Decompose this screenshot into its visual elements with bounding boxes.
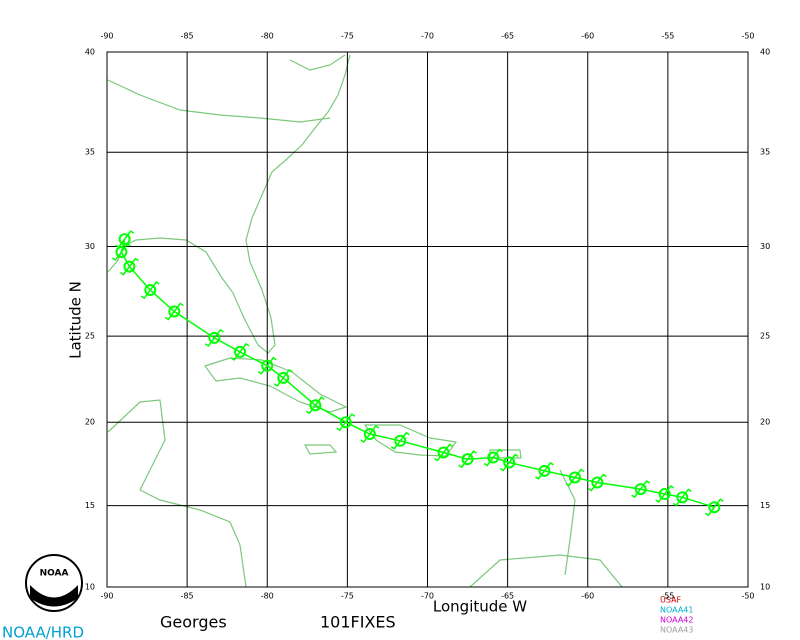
y-tick-label: 25 [760, 332, 770, 341]
wind-barb [631, 480, 651, 499]
fix-marker [461, 453, 474, 466]
y-tick-label: 30 [760, 242, 770, 251]
fix-marker [277, 371, 290, 384]
x-axis-label: Longitude W [433, 598, 527, 616]
fix-marker [634, 483, 647, 496]
wind-barb [483, 448, 503, 467]
y-tick-label: 10 [85, 583, 95, 592]
y-tick-label: 10 [760, 583, 770, 592]
fix-marker [144, 284, 157, 297]
x-tick-label: -50 [741, 32, 754, 41]
track [112, 230, 724, 517]
wind-barb [230, 342, 250, 361]
fix-marker [437, 446, 450, 459]
plot-frame [106, 51, 749, 588]
wind-barb [115, 230, 135, 249]
fix-marker [363, 428, 376, 441]
wind-barb [434, 443, 453, 462]
legend-entry: NOAA42 [660, 616, 694, 625]
fix-count: 101FIXES [320, 613, 396, 632]
x-tick-label: -50 [741, 592, 754, 601]
y-tick-label: 20 [85, 418, 95, 427]
fix-marker [115, 246, 128, 259]
x-tick-label: -85 [181, 592, 194, 601]
x-tick-label: -70 [421, 592, 434, 601]
wind-barb [336, 413, 356, 432]
legend-entry: USAF [660, 596, 682, 605]
agency: NOAA/HRD [2, 624, 84, 640]
fix-marker [394, 434, 407, 447]
fix-marker [708, 501, 721, 514]
x-tick-label: -65 [501, 592, 514, 601]
fix-marker [168, 305, 181, 318]
wind-barb [273, 368, 293, 387]
wind-barb [164, 302, 184, 321]
legend-entry: NOAA41 [660, 606, 694, 615]
fix-marker [591, 476, 604, 489]
wind-barb [565, 468, 585, 487]
fix-marker [123, 260, 136, 273]
y-tick-label: 25 [85, 332, 95, 341]
y-tick-label: 35 [760, 148, 770, 157]
y-tick-label: 35 [85, 148, 95, 157]
fix-marker [118, 233, 131, 246]
fix-marker [487, 451, 500, 464]
logo-text: NOAA [40, 569, 69, 579]
fix-marker [538, 464, 551, 477]
wind-barb [458, 450, 477, 469]
fix-marker [658, 488, 671, 501]
x-tick-label: -85 [181, 32, 194, 41]
noaa-logo: NOAA [25, 554, 83, 612]
y-tick-label: 20 [760, 418, 770, 427]
x-tick-label: -90 [100, 592, 113, 601]
fix-marker [208, 331, 221, 344]
wind-barb [120, 257, 139, 276]
x-tick-label: -60 [581, 32, 594, 41]
wind-barb [655, 485, 675, 504]
wind-barb [704, 498, 724, 517]
x-tick-label: -55 [661, 32, 674, 41]
x-tick-label: -80 [261, 592, 274, 601]
fix-marker [676, 491, 689, 504]
wind-barb [390, 431, 410, 450]
x-tick-label: -55 [661, 592, 674, 601]
wind-barb [587, 473, 607, 492]
fix-marker [568, 471, 581, 484]
wind-barb [499, 453, 519, 472]
x-tick-label: -65 [501, 32, 514, 41]
wind-barb [305, 396, 325, 415]
y-tick-label: 40 [85, 48, 95, 57]
x-tick-label: -75 [341, 32, 354, 41]
legend-entry: NOAA43 [660, 626, 694, 635]
y-tick-label: 40 [760, 48, 770, 57]
x-tick-label: -70 [421, 32, 434, 41]
wind-barb [535, 461, 554, 480]
grid [106, 51, 749, 588]
x-tick-label: -80 [261, 32, 274, 41]
x-tick-label: -90 [100, 32, 113, 41]
fix-marker [261, 359, 274, 372]
x-tick-label: -60 [581, 592, 594, 601]
wind-barb [360, 425, 380, 444]
x-tick-label: -75 [341, 592, 354, 601]
storm-name: Georges [160, 613, 227, 632]
fix-marker [309, 399, 322, 412]
fix-marker [234, 345, 247, 358]
y-tick-label: 30 [85, 242, 95, 251]
y-axis-label: Latitude N [67, 281, 85, 359]
y-tick-label: 15 [85, 501, 95, 510]
coastlines [107, 54, 623, 587]
fix-marker [339, 416, 352, 429]
wind-barb [204, 328, 224, 347]
fix-marker [503, 456, 516, 469]
y-tick-label: 15 [760, 501, 770, 510]
wind-barb [672, 488, 692, 507]
wind-barb [257, 356, 277, 375]
wind-barb [140, 281, 160, 300]
